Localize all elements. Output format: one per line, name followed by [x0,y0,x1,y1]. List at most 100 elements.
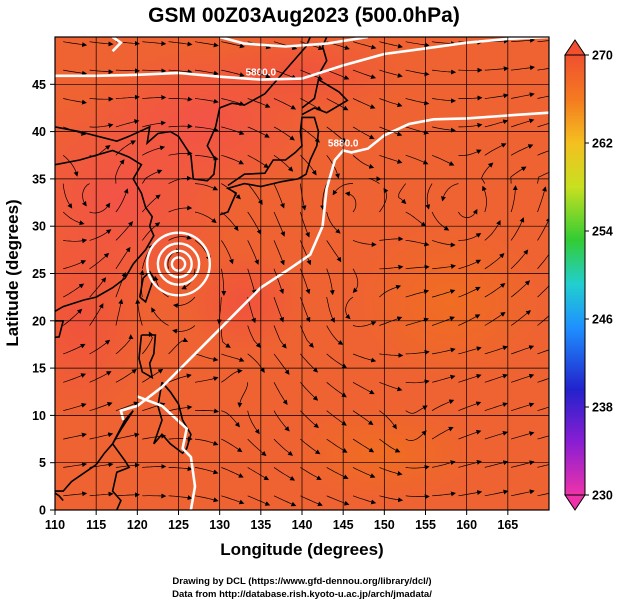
streamline [139,269,145,298]
streamline [484,402,508,412]
streamline [484,93,509,99]
x-tick-label: 155 [415,518,436,532]
streamline [432,491,456,497]
streamline [379,98,403,108]
x-tick-label: 125 [168,518,189,532]
streamline [326,240,342,263]
coastline [55,492,64,502]
streamline [142,464,167,469]
streamline [431,240,456,248]
streamline [63,69,88,76]
colorbar: 270 262 254 246 238 230 [564,39,613,511]
streamline [405,289,430,298]
streamline [168,96,193,102]
streamline [221,240,234,265]
colorbar-ticks: 270 262 254 246 238 230 [585,49,613,503]
streamline [221,126,245,135]
streamline [510,402,535,412]
streamline [300,98,322,111]
streamline [89,277,107,298]
streamline [142,433,167,440]
streamline [405,41,430,48]
streamline [344,191,357,213]
streamline [458,373,482,383]
contour-line [136,395,197,510]
streamline [458,259,482,270]
streamline [537,285,549,298]
streamline [194,69,219,76]
streamline [379,187,389,213]
x-tick-label: 115 [86,518,106,532]
contour-line [111,37,123,53]
streamline [221,211,239,232]
streamline [300,438,321,455]
streamline [352,41,377,50]
streamline [194,183,219,191]
streamline [194,41,219,48]
streamline [247,410,260,435]
streamline [326,297,335,323]
streamline [273,126,295,141]
streamline [405,126,430,135]
streamline [431,211,450,231]
streamline [484,143,507,156]
streamline [89,145,111,157]
streamline [300,382,319,401]
y-tick-label: 45 [32,78,46,92]
streamline [326,382,347,398]
streamline [63,343,86,355]
streamline [345,296,354,320]
streamline [237,382,249,408]
y-tick-label: 0 [39,504,46,518]
y-axis-label: Latitude (degrees) [3,199,22,346]
streamline [63,462,88,468]
streamline [63,260,87,270]
streamline [484,219,501,241]
y-tick-label: 20 [32,314,46,328]
y-tick-label: 25 [32,267,46,281]
streamline [247,353,265,373]
streamline [135,298,143,326]
streamline [458,314,481,326]
streamline [115,298,124,326]
streamline [320,183,328,211]
streamline [142,95,167,101]
x-tick-label: 130 [209,518,230,532]
coastline [55,463,97,492]
streamline [458,346,482,355]
streamline [511,489,535,497]
streamline [352,268,359,294]
streamline [537,248,549,270]
streamline [221,495,245,505]
streamline [115,492,140,498]
streamline [432,98,456,104]
streamline [194,154,219,161]
x-tick-label: 140 [292,518,313,532]
streamline [194,98,219,104]
streamline [326,126,347,143]
streamline [441,183,459,202]
streamline [405,405,428,414]
streamline [379,438,401,453]
streamline [247,268,257,295]
streamline [510,373,535,383]
streamline [194,211,217,224]
streamline [379,316,403,326]
streamline [458,95,483,101]
streamline [484,430,508,440]
streamline [221,41,245,49]
streamline [194,408,219,414]
streamline [221,154,244,165]
streamline [379,154,403,164]
streamline [484,66,509,72]
streamline [326,467,349,479]
streamline [273,495,297,507]
colorbar-tick-label: 246 [592,313,613,327]
streamline [326,211,341,234]
streamline [62,183,73,209]
streamline [89,69,114,75]
streamline [431,154,455,166]
streamline [115,246,131,269]
streamline [431,399,455,411]
streamline [300,467,322,480]
